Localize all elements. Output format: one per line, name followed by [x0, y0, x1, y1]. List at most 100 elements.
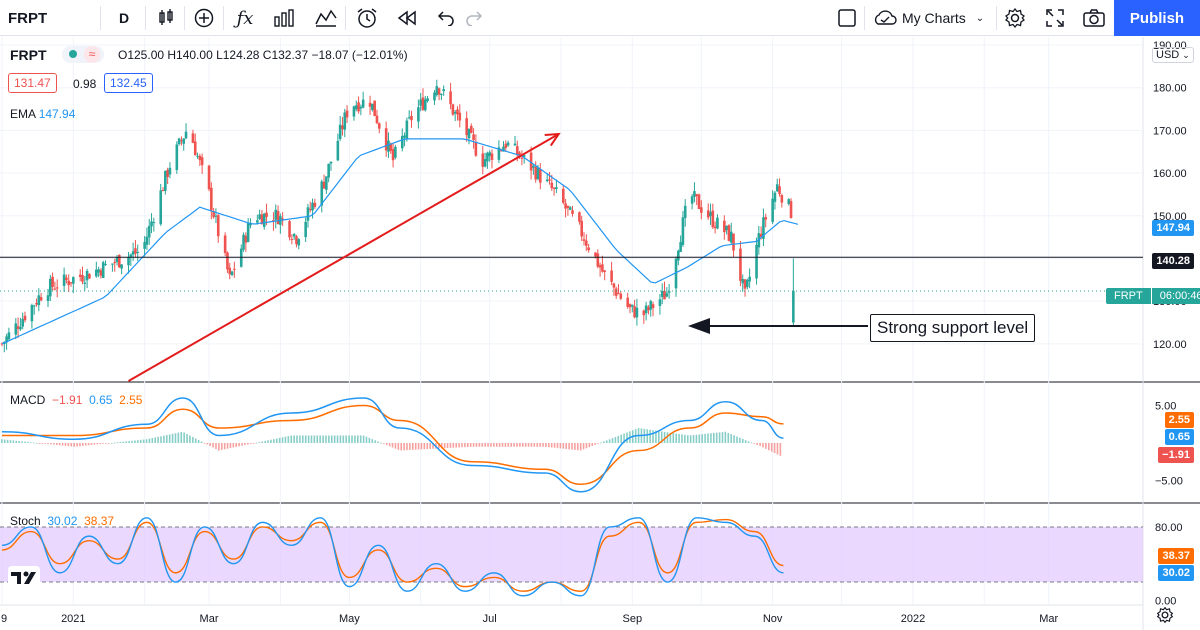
macd-histogram-bar	[495, 443, 498, 447]
templates-icon[interactable]	[270, 0, 298, 36]
macd-histogram-bar	[157, 436, 159, 443]
macd-histogram-bar	[478, 443, 481, 447]
macd-histogram-bar	[550, 443, 553, 448]
level-price-tag: 140.28	[1152, 253, 1194, 269]
macd-histogram-bar	[481, 443, 484, 447]
macd-histogram-bar	[397, 443, 400, 450]
interval-button[interactable]: D	[112, 0, 136, 36]
candles-icon[interactable]	[152, 0, 180, 36]
macd-histogram-bar	[9, 440, 12, 443]
candle-body	[145, 236, 149, 245]
macd-histogram-bar	[238, 443, 240, 447]
candle-body	[325, 176, 328, 190]
scale-settings-gear-icon[interactable]	[1156, 606, 1174, 624]
chart-area[interactable]: 120.00130.00140.00150.00160.00170.00180.…	[0, 37, 1200, 630]
macd-histogram-bar	[47, 443, 49, 445]
legend-status-toggle[interactable]: ≈	[62, 46, 104, 63]
candle-body	[338, 124, 342, 140]
macd-histogram-bar	[383, 443, 385, 444]
candle-body	[649, 301, 653, 310]
indicator-templates-icon[interactable]	[312, 0, 340, 36]
macd-histogram-bar	[707, 433, 709, 443]
settings-gear-icon[interactable]	[1002, 0, 1028, 36]
macd-histogram-bar	[342, 435, 345, 443]
candle-body	[522, 155, 526, 157]
support-annotation-callout[interactable]: Strong support level	[870, 314, 1036, 342]
candle-body	[143, 242, 146, 249]
candle-body	[419, 99, 422, 106]
macd-histogram-bar	[773, 443, 776, 454]
price-tick-label: 180.00	[1153, 83, 1187, 95]
macd-histogram-bar	[160, 436, 162, 443]
legend-ohlc: O125.00 H140.00 L124.28 C132.37 −18.07 (…	[118, 48, 408, 62]
macd-histogram-bar	[3, 439, 6, 443]
macd-histogram-bar	[426, 443, 429, 450]
macd-histogram-bar	[440, 443, 443, 449]
compare-add-icon[interactable]	[190, 0, 218, 36]
candle-body	[465, 118, 468, 136]
chevron-down-icon: ⌄	[1182, 50, 1190, 60]
currency-selector[interactable]: USD ⌄	[1152, 47, 1194, 63]
macd-histogram-bar	[695, 434, 698, 443]
price-tick-label: 150.00	[1153, 211, 1187, 223]
macd-line	[1, 397, 784, 493]
macd-histogram-bar	[139, 439, 142, 443]
candle-body	[469, 125, 473, 133]
price-pane	[0, 79, 1143, 382]
candle-body	[743, 279, 747, 289]
macd-histogram-bar	[209, 443, 211, 446]
macd-histogram-bar	[32, 442, 35, 444]
candle-body	[706, 210, 710, 218]
macd-histogram-bar	[559, 443, 562, 449]
candle-body	[104, 264, 107, 266]
fullscreen-icon[interactable]	[1042, 0, 1068, 36]
macd-histogram-bar	[275, 438, 278, 443]
candle-body	[644, 305, 648, 314]
price-tick-label: 120.00	[1153, 339, 1187, 351]
symbol-search-button[interactable]: FRPT	[8, 0, 68, 36]
spread-value: 0.98	[73, 77, 97, 91]
candle-body	[792, 291, 795, 323]
candle-body	[667, 291, 671, 293]
candle-body	[582, 239, 586, 241]
macd-histogram-bar	[718, 432, 721, 443]
candle-body	[723, 220, 726, 233]
candle-body	[274, 209, 278, 220]
macd-histogram-bar	[67, 443, 70, 447]
macd-histogram-bar	[44, 443, 47, 444]
buy-price-box[interactable]: 132.45	[104, 73, 153, 93]
candle-body	[72, 277, 75, 284]
sell-price-box[interactable]: 131.47	[8, 73, 57, 93]
candle-body	[297, 239, 301, 246]
candle-body	[345, 110, 349, 118]
candle-body	[391, 149, 395, 161]
publish-label: Publish	[1129, 9, 1185, 27]
candle-body	[451, 104, 455, 115]
candle-body	[290, 238, 294, 240]
candle-body	[354, 105, 358, 110]
tradingview-logo[interactable]	[8, 566, 40, 588]
undo-icon[interactable]	[432, 0, 458, 36]
candle-body	[665, 293, 669, 297]
candle-body	[81, 275, 84, 282]
alert-icon[interactable]	[352, 0, 382, 36]
indicators-fx-icon[interactable]: ƒx	[236, 7, 254, 29]
macd-histogram-bar	[345, 435, 348, 443]
redo-icon[interactable]	[462, 0, 488, 36]
candle-body	[120, 264, 123, 269]
macd-histogram-bar	[35, 442, 38, 444]
publish-button[interactable]: Publish	[1114, 0, 1200, 36]
macd-histogram-bar	[652, 430, 654, 443]
macd-histogram-bar	[562, 443, 565, 449]
macd-histogram-bar	[264, 440, 266, 443]
snapshot-camera-icon[interactable]	[1080, 0, 1108, 36]
candle-body	[65, 277, 68, 281]
my-charts-button[interactable]: My Charts ⌄	[872, 0, 994, 36]
macd-histogram-bar	[533, 443, 536, 447]
layout-icon[interactable]	[834, 0, 860, 36]
replay-icon[interactable]	[393, 0, 421, 36]
trend-line-arrowhead	[544, 132, 561, 147]
macd-histogram-bar	[328, 435, 330, 443]
macd-histogram-bar	[168, 434, 171, 443]
macd-histogram-bar	[220, 443, 223, 450]
